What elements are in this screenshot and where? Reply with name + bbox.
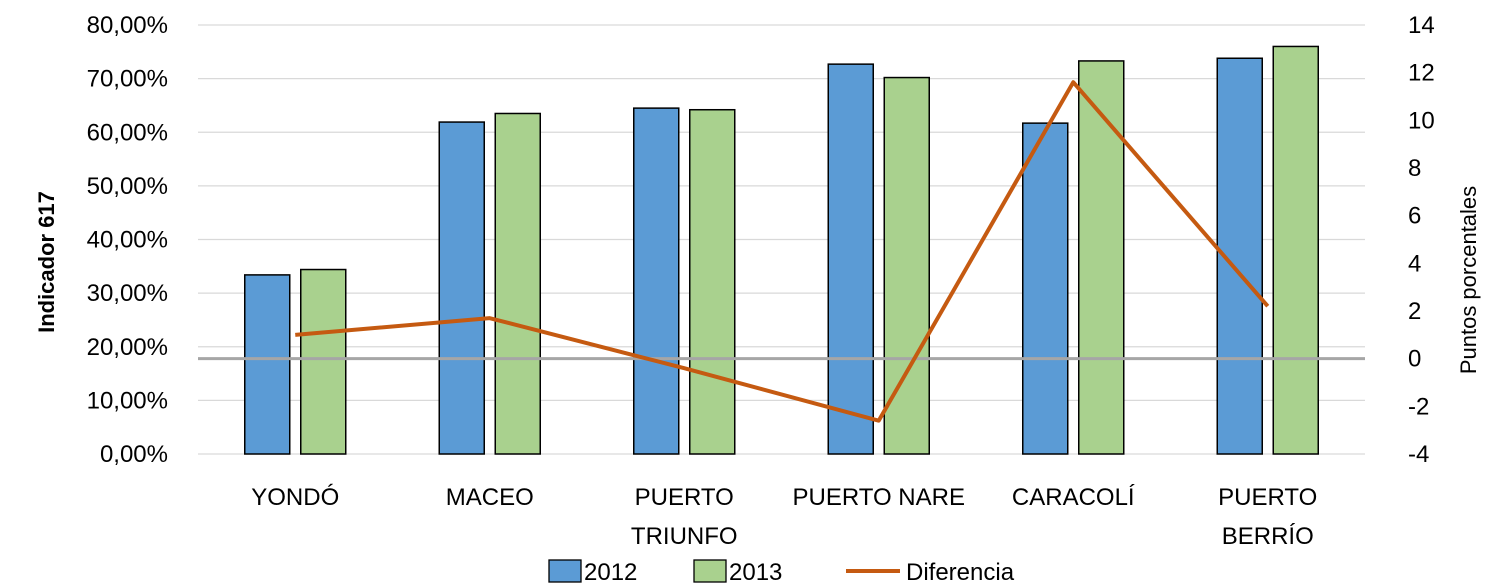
- legend-label: 2012: [584, 559, 637, 586]
- right-tick-label: 12: [1408, 60, 1435, 87]
- bar-2012: [1022, 122, 1069, 455]
- category-label: PUERTO: [1218, 484, 1317, 511]
- right-tick-label: 2: [1408, 298, 1421, 325]
- category-label: MACEO: [446, 484, 534, 511]
- category-axis-labels: YONDÓ MACEO PUERTO TRIUNFO PUERTO NARE CARACO…: [251, 484, 1317, 550]
- left-tick-label: 30,00%: [87, 280, 168, 307]
- category-label: CARACOLÍ: [1012, 484, 1135, 511]
- bar-2012: [244, 274, 291, 455]
- right-tick-label: 4: [1408, 250, 1421, 277]
- right-axis-ticks: -4 -2 0 2 4 6 8 10 12 14: [1408, 12, 1435, 468]
- bar-2013: [300, 268, 347, 455]
- bars: [244, 45, 1319, 455]
- category-label: PUERTO: [635, 484, 734, 511]
- gridlines: [198, 24, 1365, 455]
- legend-swatch: [548, 559, 582, 583]
- bar-2012: [827, 63, 874, 455]
- right-tick-label: -4: [1408, 441, 1429, 468]
- bar-2013: [1272, 45, 1319, 455]
- right-tick-label: 6: [1408, 203, 1421, 230]
- legend-label: 2013: [729, 559, 782, 586]
- left-tick-label: 50,00%: [87, 173, 168, 200]
- left-tick-label: 0,00%: [100, 441, 168, 468]
- right-axis-title: Puntos porcentales: [1456, 186, 1481, 374]
- bar-2013: [494, 112, 541, 455]
- right-tick-label: -2: [1408, 393, 1429, 420]
- right-tick-label: 10: [1408, 107, 1435, 134]
- left-axis-ticks: 0,00% 10,00% 20,00% 30,00% 40,00% 50,00% 60,00…: [87, 12, 168, 468]
- legend: 2012 2013 Diferencia: [548, 559, 1015, 586]
- left-tick-label: 40,00%: [87, 227, 168, 254]
- category-label: BERRÍO: [1222, 523, 1314, 550]
- legend-swatch: [693, 559, 727, 583]
- diferencia-line: [295, 80, 1270, 423]
- left-axis-title: Indicador 617: [34, 191, 59, 333]
- legend-label: Diferencia: [906, 559, 1015, 586]
- right-tick-label: 14: [1408, 12, 1435, 39]
- left-tick-label: 60,00%: [87, 119, 168, 146]
- bar-2012: [438, 121, 485, 455]
- left-tick-label: 80,00%: [87, 12, 168, 39]
- category-label: TRIUNFO: [631, 523, 738, 550]
- bar-2012: [633, 107, 680, 455]
- category-label: YONDÓ: [251, 484, 339, 511]
- left-tick-label: 20,00%: [87, 334, 168, 361]
- right-tick-label: 8: [1408, 155, 1421, 182]
- category-label: PUERTO NARE: [793, 484, 966, 511]
- bar-2013: [1078, 60, 1125, 455]
- left-tick-label: 70,00%: [87, 66, 168, 93]
- right-tick-label: 0: [1408, 346, 1421, 373]
- left-tick-label: 10,00%: [87, 387, 168, 414]
- bar-2013: [883, 76, 930, 455]
- bar-2013: [689, 108, 736, 455]
